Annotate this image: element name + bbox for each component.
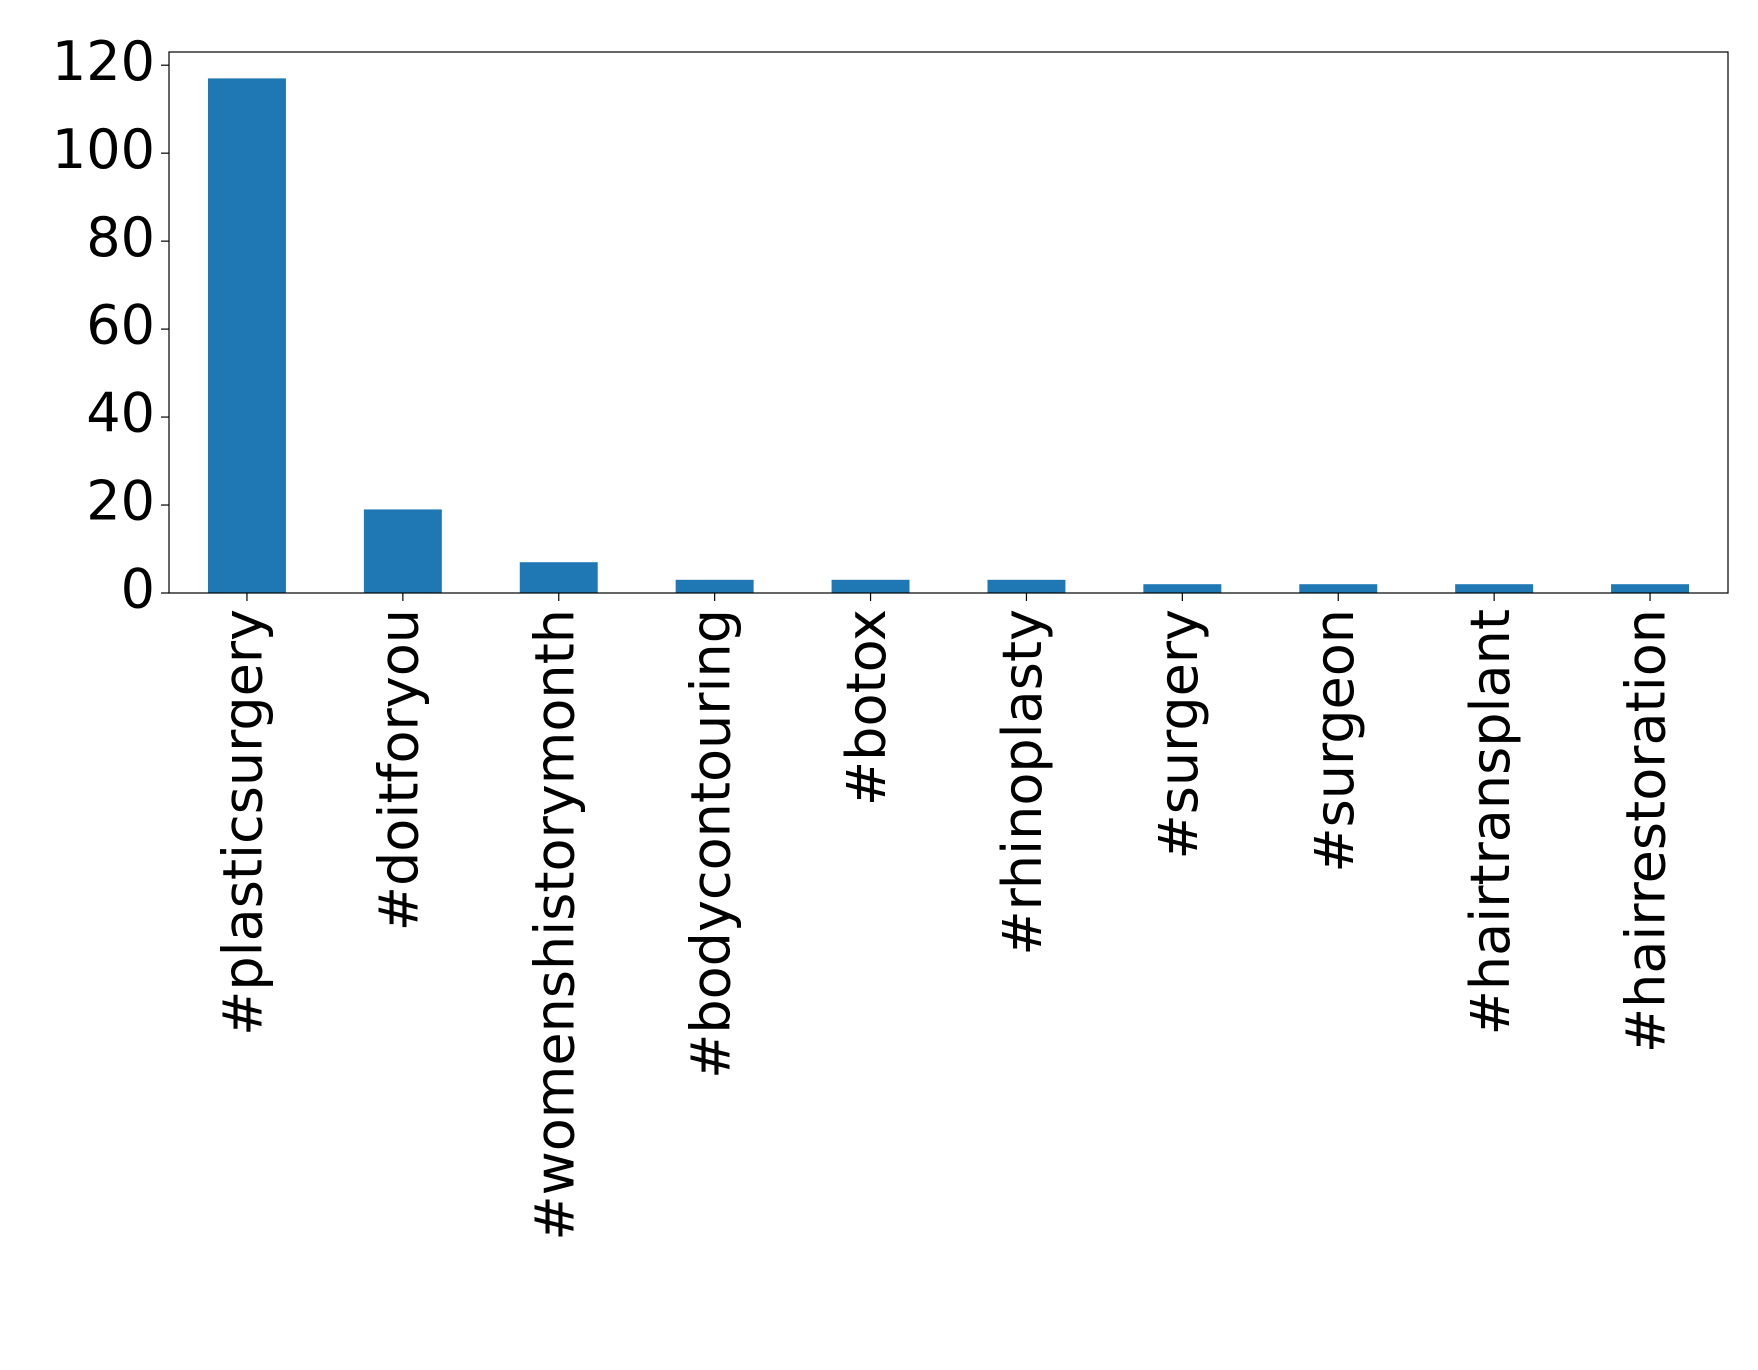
y-tick-label: 100 — [52, 118, 155, 181]
y-tick-label: 60 — [86, 294, 155, 357]
x-tick-label: #bodycontouring — [679, 609, 742, 1079]
y-tick-label: 120 — [52, 30, 155, 93]
bar — [207, 78, 286, 593]
y-tick-label: 20 — [86, 470, 155, 533]
x-tick-label: #hairtransplant — [1459, 609, 1522, 1035]
x-tick-label: #doitforyou — [367, 609, 430, 931]
y-tick-label: 40 — [86, 382, 155, 445]
bar — [987, 579, 1066, 593]
bar — [831, 579, 910, 593]
axes-frame — [168, 51, 1729, 594]
bar — [1143, 584, 1222, 593]
x-tick-label: #surgery — [1147, 609, 1210, 860]
x-tick-label: #rhinoplasty — [991, 609, 1054, 956]
x-tick-label: #surgeon — [1303, 609, 1366, 873]
bar — [519, 562, 598, 593]
x-tick-label: #womenshistorymonth — [523, 609, 586, 1241]
y-tick-label: 80 — [86, 206, 155, 269]
x-tick-label: #botox — [835, 609, 898, 806]
y-tick-label: 0 — [121, 558, 155, 621]
bar — [1455, 584, 1534, 593]
bar — [1611, 584, 1690, 593]
bar — [675, 579, 754, 593]
bar — [363, 509, 442, 593]
x-tick-label: #hairrestoration — [1615, 609, 1678, 1053]
bar — [1299, 584, 1378, 593]
x-tick-label: #plasticsurgery — [212, 609, 275, 1036]
